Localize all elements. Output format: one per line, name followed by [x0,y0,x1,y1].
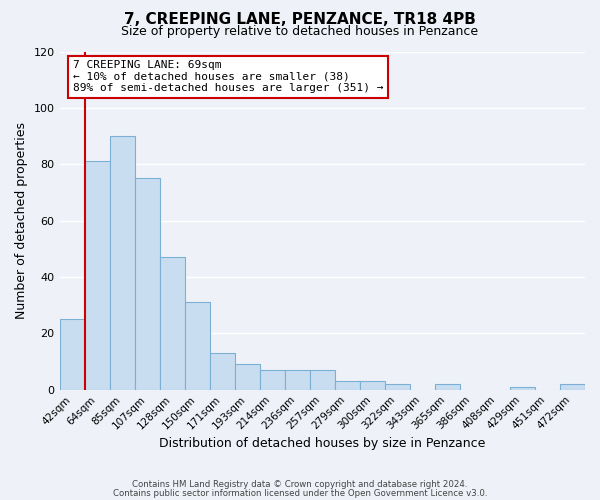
Bar [209,353,235,390]
Bar [185,302,209,390]
Bar [510,387,535,390]
Text: 7 CREEPING LANE: 69sqm
← 10% of detached houses are smaller (38)
89% of semi-det: 7 CREEPING LANE: 69sqm ← 10% of detached… [73,60,383,93]
Bar [110,136,134,390]
Y-axis label: Number of detached properties: Number of detached properties [15,122,28,319]
Text: Size of property relative to detached houses in Penzance: Size of property relative to detached ho… [121,25,479,38]
Bar [335,382,360,390]
Bar [59,320,85,390]
Bar [160,258,185,390]
Bar [285,370,310,390]
Bar [310,370,335,390]
Bar [134,178,160,390]
Bar [560,384,585,390]
Bar [435,384,460,390]
Bar [385,384,410,390]
X-axis label: Distribution of detached houses by size in Penzance: Distribution of detached houses by size … [159,437,485,450]
Bar [85,162,110,390]
Bar [235,364,260,390]
Bar [360,382,385,390]
Text: Contains HM Land Registry data © Crown copyright and database right 2024.: Contains HM Land Registry data © Crown c… [132,480,468,489]
Text: Contains public sector information licensed under the Open Government Licence v3: Contains public sector information licen… [113,489,487,498]
Text: 7, CREEPING LANE, PENZANCE, TR18 4PB: 7, CREEPING LANE, PENZANCE, TR18 4PB [124,12,476,28]
Bar [260,370,285,390]
